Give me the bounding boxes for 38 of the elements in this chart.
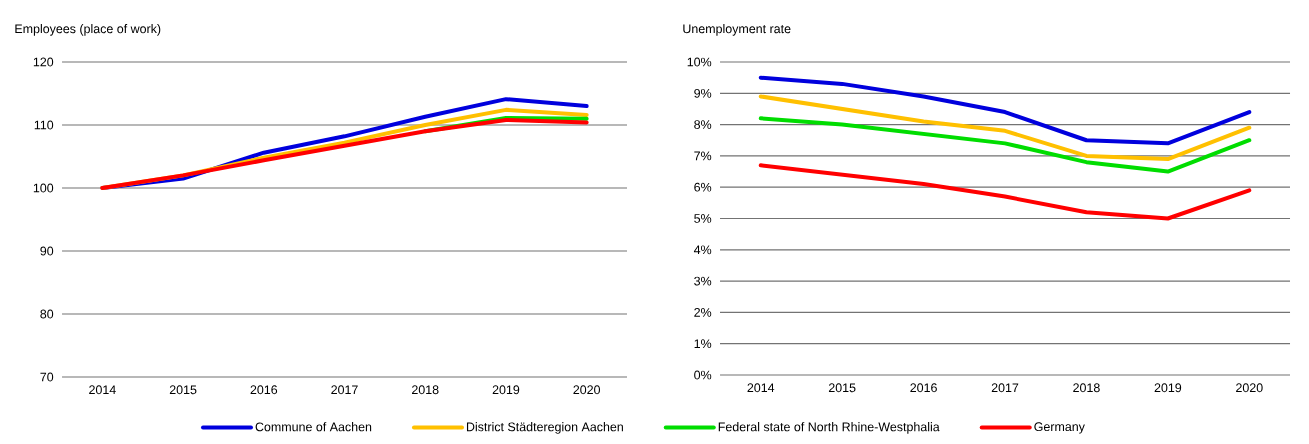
x-tick-label: 2020 [573, 385, 601, 395]
y-tick-label: 100 [33, 183, 54, 193]
x-tick-label: 2014 [747, 383, 775, 393]
y-tick-label: 8% [694, 120, 712, 129]
y-tick-label: 7% [694, 151, 712, 161]
x-tick-label: 2017 [331, 385, 358, 395]
y-tick-label: 9% [694, 88, 712, 98]
y-tick-label: 1% [694, 339, 712, 349]
y-tick-label: 90 [40, 246, 54, 256]
x-tick-label: 2015 [828, 383, 856, 393]
legend-label: District Städteregion Aachen [466, 422, 623, 434]
x-tick-label: 2019 [1154, 383, 1182, 393]
x-tick-label: 2020 [1236, 383, 1263, 393]
y-tick-label: 2% [694, 308, 712, 317]
y-tick-label: 5% [694, 214, 712, 223]
legend-label: Germany [1034, 422, 1085, 434]
x-tick-label: 2019 [492, 385, 520, 395]
chart-title: Unemployment rate [683, 24, 791, 36]
y-tick-label: 80 [40, 309, 54, 319]
y-tick-label: 70 [40, 372, 54, 382]
y-tick-label: 110 [34, 120, 54, 130]
y-tick-label: 120 [33, 57, 54, 67]
chart-title: Employees (place of work) [15, 24, 161, 36]
y-tick-label: 0% [694, 370, 712, 380]
x-tick-label: 2018 [1073, 383, 1100, 393]
x-tick-label: 2017 [991, 383, 1019, 393]
y-tick-label: 10% [687, 57, 712, 67]
x-tick-label: 2015 [169, 385, 197, 395]
x-tick-label: 2018 [412, 385, 439, 395]
x-tick-label: 2016 [250, 385, 278, 395]
x-tick-label: 2014 [89, 385, 116, 395]
legend-label: Federal state of North Rhine-Westphalia [718, 422, 940, 434]
legend-label: Commune of Aachen [255, 422, 372, 432]
y-tick-label: 6% [694, 182, 712, 192]
line-series [758, 75, 1252, 146]
x-tick-label: 2016 [910, 383, 937, 393]
y-tick-label: 4% [693, 245, 712, 255]
y-tick-label: 3% [694, 276, 712, 286]
